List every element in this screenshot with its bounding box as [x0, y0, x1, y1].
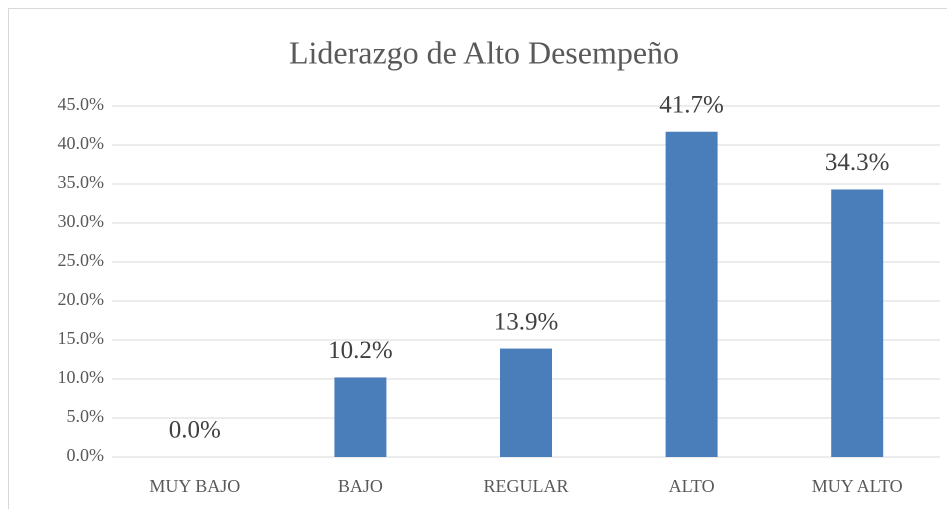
y-tick-label: 10.0%: [58, 367, 105, 387]
x-tick-label: MUY ALTO: [812, 476, 903, 496]
chart-border: [8, 8, 947, 509]
x-tick-label: BAJO: [338, 476, 383, 496]
bar: [334, 377, 387, 457]
y-tick-label: 35.0%: [58, 172, 105, 192]
x-tick-label: REGULAR: [484, 476, 569, 496]
y-tick-label: 0.0%: [67, 445, 105, 465]
value-label: 0.0%: [169, 417, 221, 444]
y-tick-label: 5.0%: [67, 406, 105, 426]
y-tick-label: 25.0%: [58, 250, 105, 270]
y-tick-label: 15.0%: [58, 328, 105, 348]
bar: [831, 189, 884, 457]
value-label: 13.9%: [494, 308, 559, 335]
value-label: 10.2%: [328, 337, 393, 364]
y-tick-label: 20.0%: [58, 289, 105, 309]
x-tick-label: MUY BAJO: [149, 476, 240, 496]
y-tick-label: 30.0%: [58, 211, 105, 231]
bar: [500, 348, 552, 457]
chart-title: Liderazgo de Alto Desempeño: [289, 34, 679, 70]
x-tick-label: ALTO: [669, 476, 715, 496]
y-tick-label: 40.0%: [58, 133, 105, 153]
y-tick-label: 45.0%: [58, 94, 105, 114]
value-label: 34.3%: [825, 149, 890, 176]
value-label: 41.7%: [659, 91, 724, 118]
bar: [665, 131, 718, 458]
